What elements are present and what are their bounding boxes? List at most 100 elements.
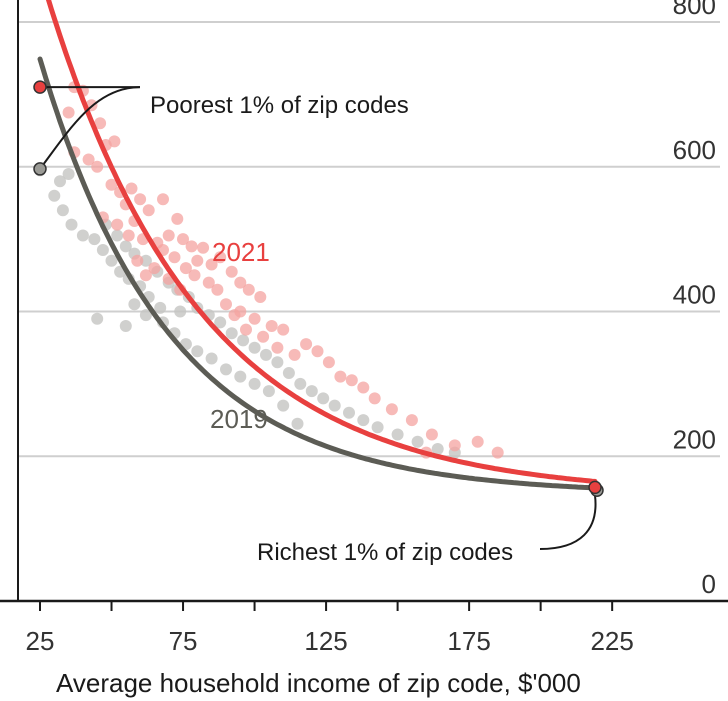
point-2021-51 xyxy=(300,338,313,351)
point-2021-33 xyxy=(242,283,255,296)
point-2019-39 xyxy=(411,435,424,448)
point-2021-25 xyxy=(177,233,189,246)
point-2019-40 xyxy=(431,443,444,455)
point-2021-9 xyxy=(91,160,104,173)
point-2021-30 xyxy=(214,251,227,264)
series-label-2021: 2021 xyxy=(212,237,270,267)
point-2021-14 xyxy=(134,193,147,206)
point-2019-50 xyxy=(220,363,232,376)
annotation-poorest: Poorest 1% of zip codes xyxy=(150,92,409,119)
point-2019-53 xyxy=(262,385,275,398)
point-2021-69 xyxy=(139,269,152,282)
point-2021-6 xyxy=(108,135,121,148)
point-2019-5 xyxy=(65,218,78,231)
point-2019-56 xyxy=(128,298,141,311)
point-2019-15 xyxy=(119,240,132,253)
point-2021-15 xyxy=(142,204,155,217)
x-axis-title: Average household income of zip code, $'… xyxy=(56,668,581,698)
x-tick-label-125: 125 xyxy=(304,626,347,656)
point-2019-52 xyxy=(248,377,261,390)
point-2021-55 xyxy=(345,374,358,387)
point-2021-24 xyxy=(162,229,175,242)
y-tick-labels: 0 200 400 600 800 xyxy=(673,0,716,599)
point-2019-3 xyxy=(48,189,61,202)
point-2021-45 xyxy=(211,283,224,296)
point-2019-31 xyxy=(294,377,307,390)
point-2019-37 xyxy=(371,421,384,434)
point-2019-35 xyxy=(343,406,355,419)
point-2021-58 xyxy=(385,403,398,416)
point-2021-31 xyxy=(225,265,238,278)
point-2019-32 xyxy=(305,385,318,398)
point-2021-16 xyxy=(157,193,169,206)
scatter-2021 xyxy=(62,81,504,459)
point-2019-1 xyxy=(54,175,66,188)
y-tick-label-400: 400 xyxy=(673,280,716,310)
x-tick-label-75: 75 xyxy=(169,626,198,656)
point-2021-62 xyxy=(471,435,484,448)
point-2019-28 xyxy=(260,348,272,361)
curve-2019 xyxy=(37,56,598,491)
point-2019-34 xyxy=(328,399,341,412)
y-tick-label-800: 800 xyxy=(673,0,716,20)
point-2019-9 xyxy=(105,254,118,267)
annotation-richest: Richest 1% of zip codes xyxy=(257,539,513,566)
curves xyxy=(37,0,598,491)
point-2021-8 xyxy=(82,153,95,166)
point-2021-4 xyxy=(94,117,107,130)
point-2021-27 xyxy=(197,241,210,254)
point-2021-52 xyxy=(311,345,324,358)
point-2021-42 xyxy=(179,262,192,275)
point-2019-55 xyxy=(291,417,304,430)
point-2021-54 xyxy=(334,370,347,383)
point-2019-42 xyxy=(91,312,104,325)
point-2021-26 xyxy=(185,240,198,253)
point-2021-10 xyxy=(105,178,118,191)
point-2021-47 xyxy=(240,323,252,336)
point-2019-4 xyxy=(56,204,69,217)
point-2019-30 xyxy=(282,367,295,379)
point-2019-24 xyxy=(214,316,227,329)
point-2019-48 xyxy=(191,345,204,358)
marker-poorest-2021 xyxy=(33,80,47,94)
point-2019-38 xyxy=(391,428,404,441)
point-2021-50 xyxy=(288,348,301,361)
point-2019-44 xyxy=(139,309,152,322)
point-2021-2 xyxy=(62,106,75,119)
point-2021-29 xyxy=(205,258,218,271)
point-2019-26 xyxy=(237,334,250,347)
leader-richest xyxy=(539,495,597,550)
point-2021-32 xyxy=(234,276,247,289)
point-2021-53 xyxy=(322,356,335,369)
point-2019-14 xyxy=(111,229,124,242)
marker-richest-2021 xyxy=(588,480,602,495)
point-2019-8 xyxy=(96,244,109,256)
y-tick-label-0: 0 xyxy=(702,569,716,599)
point-2021-63 xyxy=(491,446,504,459)
y-tick-label-200: 200 xyxy=(673,424,716,454)
point-2021-44 xyxy=(202,276,215,289)
point-2021-65 xyxy=(148,262,161,275)
point-2019-54 xyxy=(277,399,290,412)
grid-lines xyxy=(17,0,720,601)
point-2021-48 xyxy=(257,330,270,343)
leader-poorest-2019 xyxy=(39,86,141,170)
point-2021-46 xyxy=(228,309,241,322)
point-2019-59 xyxy=(174,305,187,318)
y-tick-label-600: 600 xyxy=(673,135,716,165)
point-2021-49 xyxy=(271,341,284,354)
point-2021-57 xyxy=(368,392,381,405)
x-tick-label-175: 175 xyxy=(447,626,490,656)
point-2019-33 xyxy=(317,392,330,405)
point-2019-49 xyxy=(205,352,218,365)
point-2021-35 xyxy=(220,298,232,311)
point-2019-29 xyxy=(271,356,284,369)
point-2019-25 xyxy=(225,327,238,340)
point-2021-68 xyxy=(131,254,144,267)
point-2021-61 xyxy=(448,439,461,452)
point-2021-38 xyxy=(265,320,278,332)
point-2019-6 xyxy=(76,229,89,242)
point-2021-19 xyxy=(111,218,124,231)
x-tick-label-225: 225 xyxy=(590,626,633,656)
